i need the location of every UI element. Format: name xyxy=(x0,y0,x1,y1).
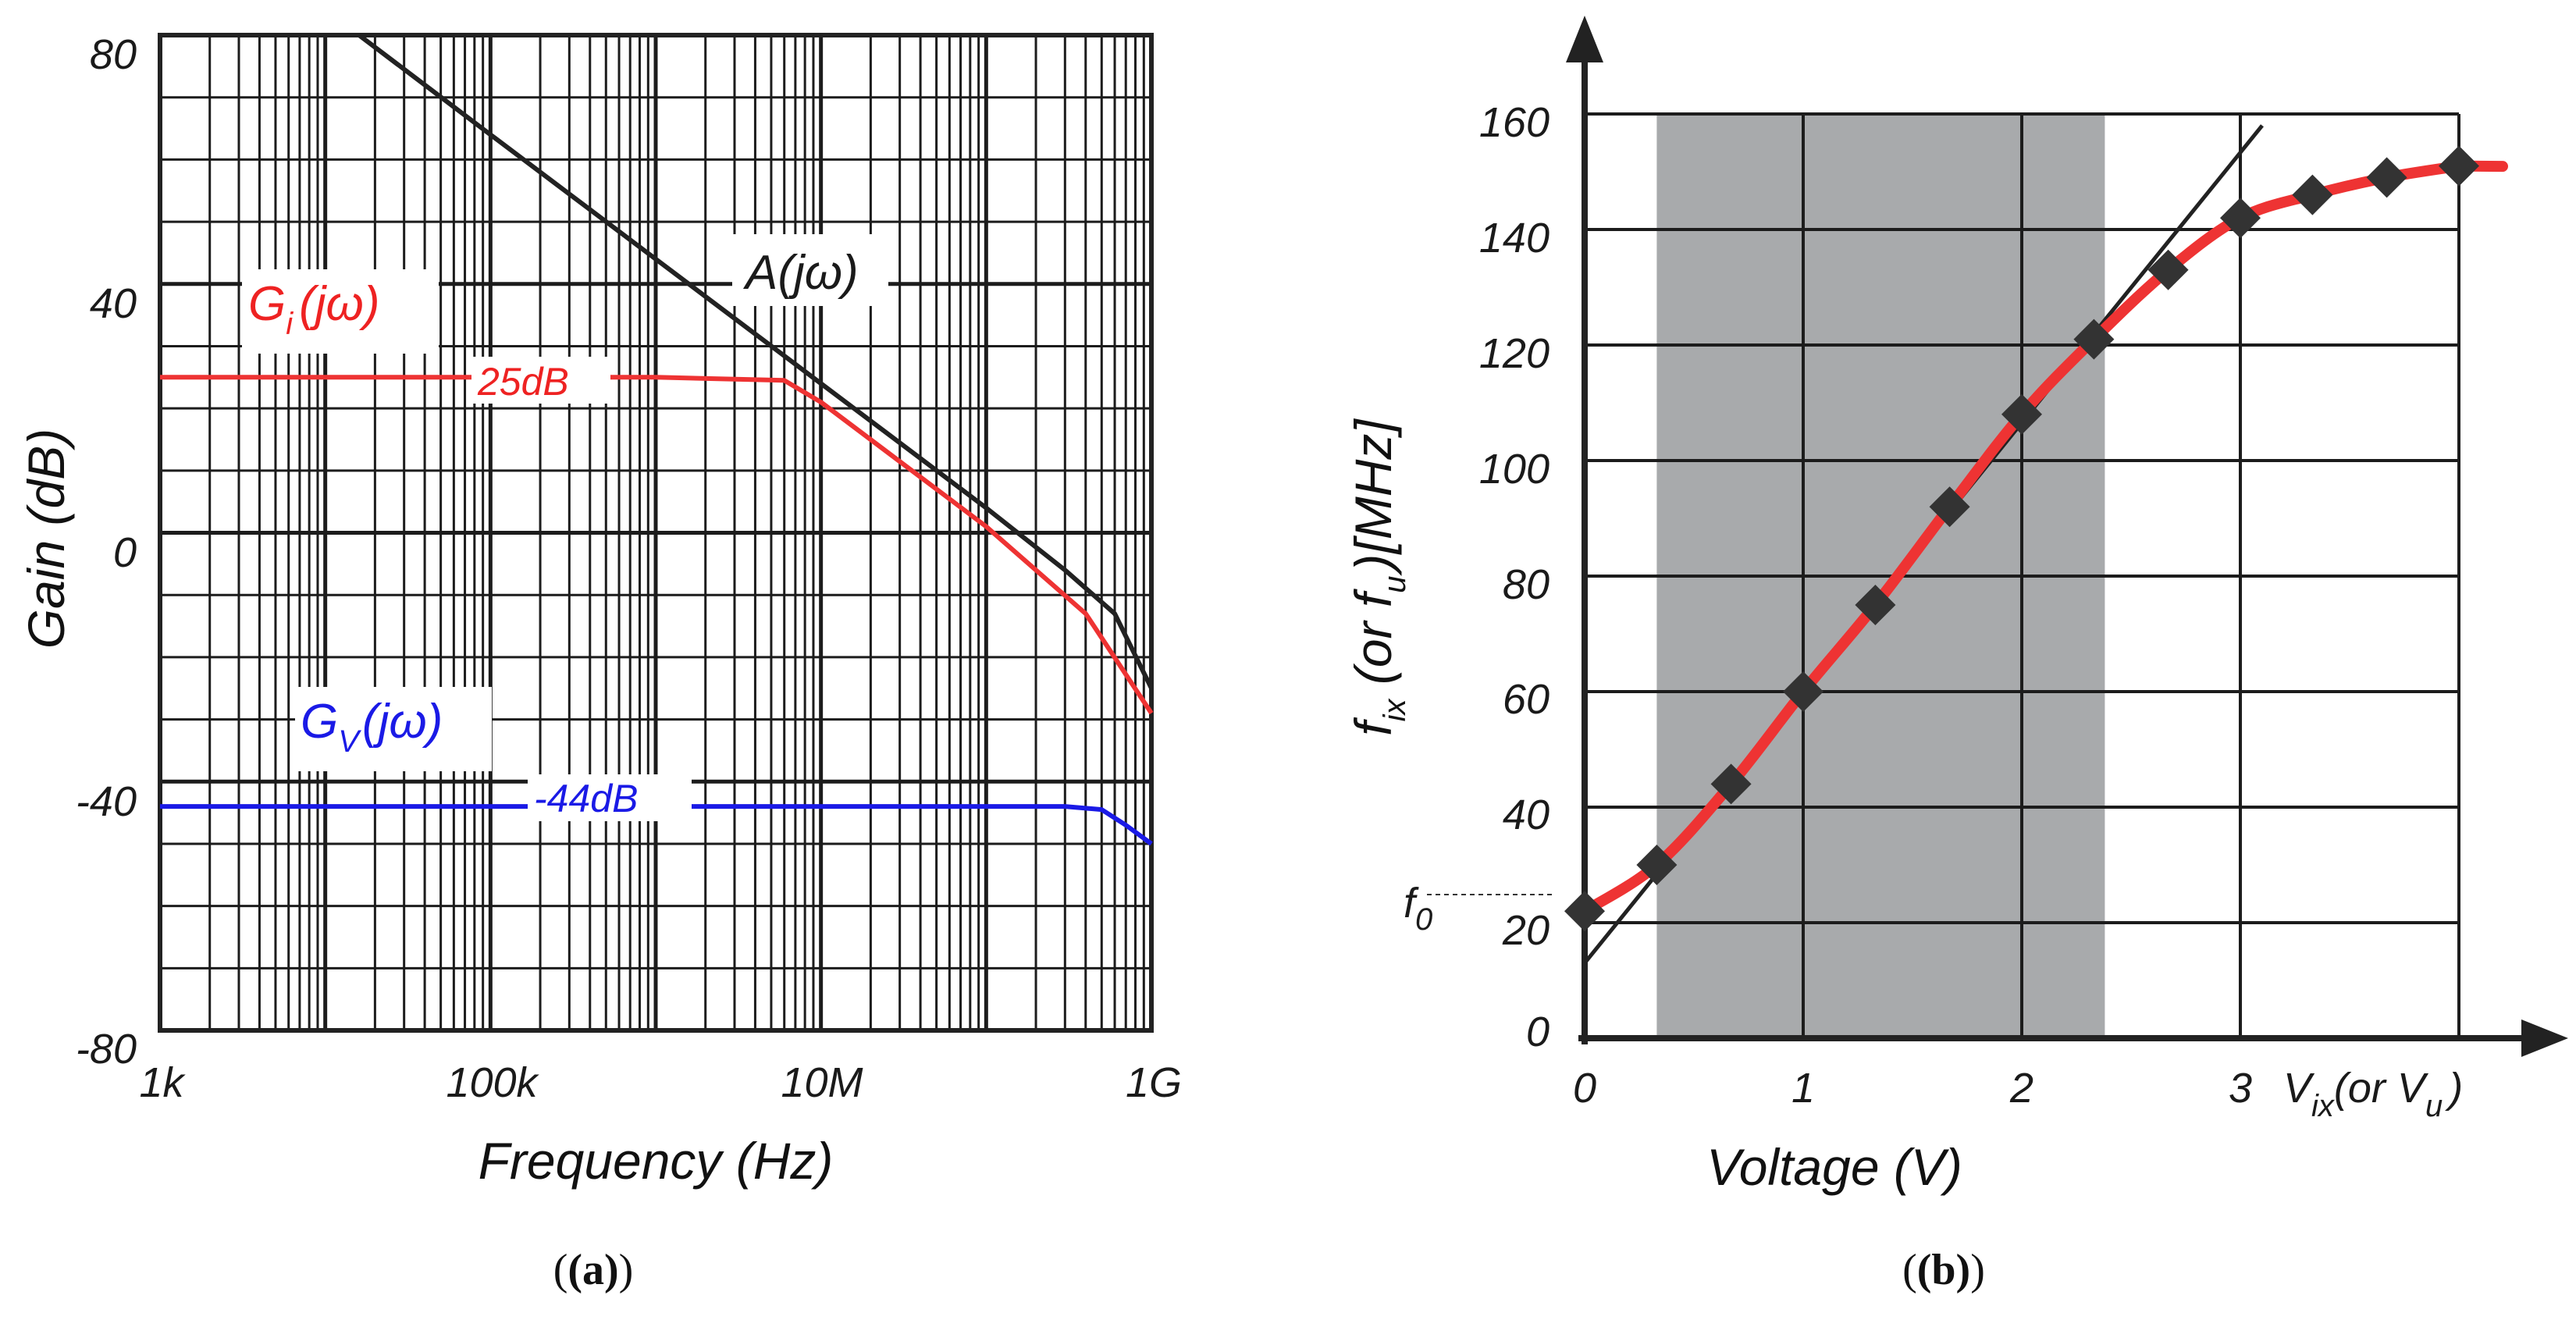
chart-panel-b: 160 140 120 100 80 60 40 20 0 0 1 2 3 Vi… xyxy=(1344,16,2568,1294)
x-end-label: Vix(or Vu) xyxy=(2283,1065,2463,1123)
data-marker xyxy=(1564,891,1605,932)
gi-level-text: 25dB xyxy=(477,360,569,404)
y-tick-label-b: 20 xyxy=(1502,907,1550,954)
data-marker xyxy=(2073,318,2115,360)
y-axis-arrow xyxy=(1566,16,1603,62)
data-marker xyxy=(2147,249,2189,290)
caption-b: ((b)) xyxy=(1902,1246,1985,1294)
y-tick-label-b: 160 xyxy=(1479,99,1550,146)
grid-a xyxy=(158,33,1151,1033)
y-tick-label-b: 120 xyxy=(1479,330,1550,377)
x-axis-title-a: Frequency (Hz) xyxy=(479,1132,834,1190)
gv-level-text: -44dB xyxy=(534,777,638,820)
data-marker xyxy=(1636,845,1678,885)
x-tick-label-a: 1G xyxy=(1126,1059,1182,1106)
data-marker xyxy=(2292,174,2333,215)
plot-a-frame xyxy=(158,33,1154,1033)
f0-label: f0 xyxy=(1404,880,1432,937)
y-tick-label-b: 140 xyxy=(1479,215,1550,262)
gv-level-label: -44dB xyxy=(528,774,692,821)
x-tick-label-a: 100k xyxy=(446,1059,539,1106)
fix-markers xyxy=(1564,145,2479,932)
data-marker xyxy=(1710,763,1752,805)
x-tick-label-b: 2 xyxy=(2009,1065,2033,1112)
data-marker xyxy=(2366,157,2407,198)
gv-series-label: GV(jω) xyxy=(295,687,492,771)
caption-a: ((a)) xyxy=(553,1246,634,1294)
y-tick-label-a: -80 xyxy=(76,1026,137,1073)
gi-level-label: 25dB xyxy=(471,357,610,404)
y-tick-label-a: 80 xyxy=(90,31,137,78)
data-marker xyxy=(1783,671,1823,712)
gv-series-line xyxy=(160,804,1153,846)
x-axis-title-b: Voltage (V) xyxy=(1706,1138,1962,1196)
data-marker xyxy=(1855,585,1896,625)
a-series-label-text: A(jω) xyxy=(742,246,859,300)
gi-series-label: Gi (jω) xyxy=(242,269,439,354)
gv-series-label-text: GV(jω) xyxy=(301,695,443,759)
x-tick-label-a: 1k xyxy=(139,1059,186,1106)
x-tick-label-a: 10M xyxy=(781,1059,863,1106)
data-marker xyxy=(2439,145,2479,187)
y-axis-title-b: fix (or fu)[MHz] xyxy=(1344,418,1412,736)
x-tick-label-b: 0 xyxy=(1573,1065,1596,1112)
y-tick-label-b: 100 xyxy=(1479,446,1550,493)
x-tick-label-b: 1 xyxy=(1791,1065,1815,1112)
x-tick-label-b: 3 xyxy=(2229,1065,2252,1112)
data-marker xyxy=(2001,393,2042,435)
data-marker xyxy=(2220,197,2261,239)
a-series-label: A(jω) xyxy=(732,234,888,306)
y-axis-title-a: Gain (dB) xyxy=(17,429,75,649)
x-axis-arrow xyxy=(2521,1019,2568,1057)
y-tick-label-b: 80 xyxy=(1503,561,1550,608)
y-tick-label-a: 0 xyxy=(113,529,137,576)
y-tick-label-b: 40 xyxy=(1503,792,1550,838)
y-tick-label-a: 40 xyxy=(90,280,137,327)
chart-panel-a: 25dB -44dB A(jω) Gi (jω) GV(jω) 80 40 0 -… xyxy=(17,31,1182,1294)
axes-b xyxy=(1566,16,2568,1057)
a-series-line xyxy=(358,33,1154,690)
gi-series-label-text: Gi (jω) xyxy=(248,277,379,341)
y-tick-label-b: 0 xyxy=(1526,1009,1550,1055)
grid-b xyxy=(1585,112,2460,1038)
data-marker xyxy=(1929,486,1970,528)
y-tick-label-b: 60 xyxy=(1503,676,1550,723)
y-tick-label-a: -40 xyxy=(76,778,137,825)
